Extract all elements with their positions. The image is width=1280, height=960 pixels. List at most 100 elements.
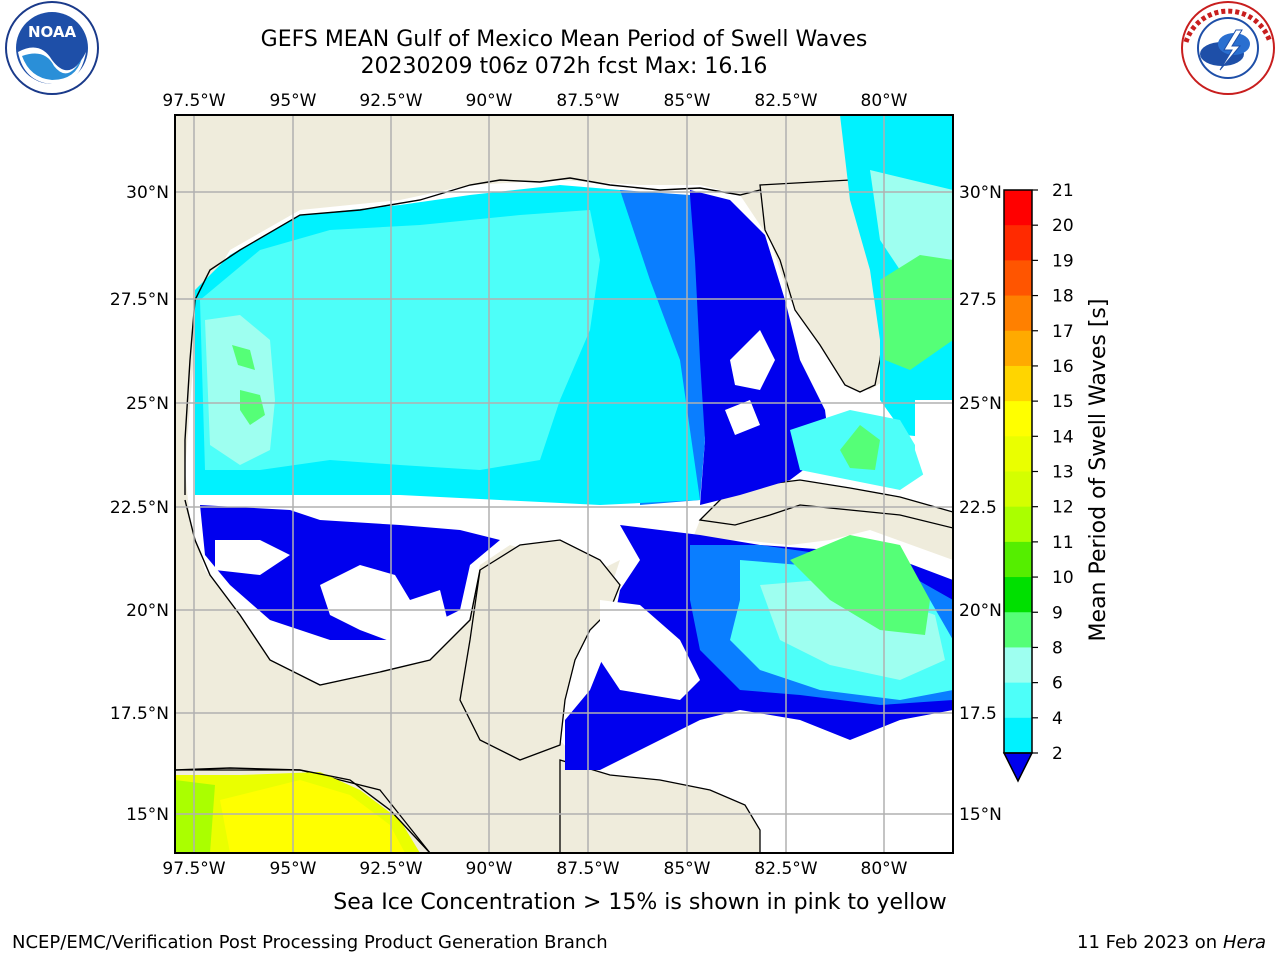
lat-label: 15°N	[126, 805, 169, 825]
map-area	[175, 115, 953, 853]
colorbar-segment	[1004, 577, 1032, 613]
lon-label: 90°W	[466, 91, 513, 111]
colorbar-segment	[1004, 260, 1032, 297]
lon-label: 95°W	[270, 91, 317, 111]
colorbar-segment	[1004, 225, 1032, 261]
lat-label: 27.5	[959, 290, 997, 310]
lat-label: 20°N	[126, 601, 169, 621]
colorbar-segment	[1004, 612, 1032, 648]
lat-labels-right: 30°N 27.5 25°N 22.5 20°N 17.5 15°N	[959, 183, 1002, 825]
map-title: GEFS MEAN Gulf of Mexico Mean Period of …	[260, 27, 868, 52]
colorbar-segment	[1004, 365, 1032, 402]
lat-label: 17.5°N	[110, 704, 169, 724]
colorbar-tick-label: 18	[1052, 287, 1074, 307]
lon-label: 87.5°W	[556, 859, 619, 879]
colorbar-tick-label: 4	[1052, 709, 1063, 729]
lat-labels-left: 30°N 27.5°N 25°N 22.5°N 20°N 17.5°N 15°N	[110, 183, 169, 825]
swell-atlantic-pale	[870, 170, 953, 270]
colorbar-segment	[1004, 401, 1032, 437]
colorbar-tick-label: 17	[1052, 322, 1074, 342]
lat-label: 27.5°N	[110, 290, 169, 310]
lon-label: 80°W	[861, 859, 908, 879]
lat-label: 30°N	[959, 183, 1002, 203]
colorbar-tick-label: 6	[1052, 674, 1063, 694]
colorbar-segment	[1004, 330, 1032, 367]
lon-label: 85°W	[664, 859, 711, 879]
lon-label: 85°W	[664, 91, 711, 111]
colorbar-extend-arrow	[1002, 752, 1034, 783]
swell-white-patch-3	[600, 600, 700, 700]
colorbar-tick-label: 21	[1052, 181, 1074, 201]
swell-white-patch-5	[725, 400, 760, 435]
lon-label: 82.5°W	[754, 859, 817, 879]
mexico-coastline	[184, 499, 481, 686]
swell-pacific-yellow-core	[220, 780, 405, 853]
lat-label: 20°N	[959, 601, 1002, 621]
colorbar-tick-label: 11	[1052, 533, 1074, 553]
colorbar-label: Mean Period of Swell Waves [s]	[1086, 299, 1111, 642]
colorbar-tick-label: 9	[1052, 603, 1063, 623]
swell-white-patch-4	[730, 330, 775, 390]
colorbar-segment	[1004, 506, 1032, 543]
lat-label: 15°N	[959, 805, 1002, 825]
colorbar: 21 20 19 18 17 16 15 14 13 12 11 10 9 8 6 4 2	[1002, 181, 1074, 783]
lat-label: 30°N	[126, 183, 169, 203]
lon-label: 97.5°W	[162, 91, 225, 111]
honduras-land	[559, 759, 761, 853]
lat-label: 25°N	[126, 394, 169, 414]
colorbar-segment	[1004, 541, 1032, 578]
lon-labels-bottom: 97.5°W 95°W 92.5°W 90°W 87.5°W 85°W 82.5…	[162, 859, 907, 879]
colorbar-tick-label: 14	[1052, 427, 1074, 447]
colorbar-segment	[1004, 471, 1032, 508]
swell-white-patch-2	[320, 565, 450, 645]
lat-label: 22.5	[959, 498, 997, 518]
lon-label: 80°W	[861, 91, 908, 111]
swell-pacific-green-edge	[175, 780, 215, 853]
swell-white-patch-1	[215, 540, 290, 575]
lon-label: 90°W	[466, 859, 513, 879]
forecast-subtitle: 20230209 t06z 072h fcst Max: 16.16	[360, 54, 768, 79]
map-gridlines	[175, 115, 953, 853]
noaa-logo: NOAA	[5, 1, 99, 95]
lat-label: 25°N	[959, 394, 1002, 414]
lon-label: 92.5°W	[359, 91, 422, 111]
lat-label: 22.5°N	[110, 498, 169, 518]
lon-label: 82.5°W	[754, 91, 817, 111]
lon-label: 92.5°W	[359, 859, 422, 879]
sea-ice-note: Sea Ice Concentration > 15% is shown in …	[333, 890, 947, 915]
colorbar-tick-label: 13	[1052, 463, 1074, 483]
swell-atlantic-green	[880, 255, 953, 370]
footer-credit: NCEP/EMC/Verification Post Processing Pr…	[12, 932, 608, 953]
lat-label: 17.5	[959, 704, 997, 724]
swell-green-west-gulf	[240, 390, 265, 425]
footer-host: Hera	[1222, 932, 1266, 953]
colorbar-tick-label: 19	[1052, 251, 1074, 271]
lon-label: 87.5°W	[556, 91, 619, 111]
swell-light-cyan-interior	[200, 210, 600, 470]
footer-date: 11 Feb 2023 on Hera	[1077, 932, 1266, 953]
swell-green-west-gulf-2	[232, 345, 255, 370]
nws-logo	[1181, 1, 1275, 95]
colorbar-segment	[1004, 647, 1032, 684]
colorbar-tick-label: 12	[1052, 498, 1074, 518]
map-frame	[174, 114, 954, 854]
colorbar-segment	[1004, 717, 1032, 754]
colorbar-segment	[1004, 295, 1032, 332]
swell-east-white	[915, 400, 953, 500]
lon-label: 97.5°W	[162, 859, 225, 879]
colorbar-segment	[1004, 682, 1032, 719]
colorbar-tick-label: 20	[1052, 216, 1074, 236]
footer-date-text: 11 Feb 2023 on	[1077, 932, 1218, 953]
colorbar-segment	[1004, 190, 1032, 226]
colorbar-tick-label: 16	[1052, 357, 1074, 377]
swell-bahamas-green	[840, 425, 880, 470]
central-america-coastline	[175, 767, 431, 853]
lon-labels-top: 97.5°W 95°W 92.5°W 90°W 87.5°W 85°W 82.5…	[162, 91, 907, 111]
colorbar-tick-label: 10	[1052, 568, 1074, 588]
colorbar-segment	[1004, 436, 1032, 472]
colorbar-tick-label: 15	[1052, 392, 1074, 412]
colorbar-tick-label: 2	[1052, 744, 1063, 764]
noaa-logo-text: NOAA	[28, 23, 77, 41]
lon-label: 95°W	[270, 859, 317, 879]
